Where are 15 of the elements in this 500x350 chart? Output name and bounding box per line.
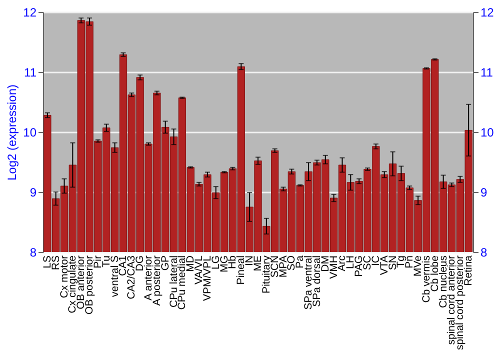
y-tick-label: 8 xyxy=(30,246,37,260)
y2-tick-label: 12 xyxy=(480,6,494,20)
y2-tick-label: 11 xyxy=(480,66,494,80)
y2-tick-label: 9 xyxy=(480,186,488,200)
x-tick-label: RS xyxy=(50,256,62,270)
y-axis-title: Log2 (expression) xyxy=(5,84,20,181)
y-tick-label: 12 xyxy=(23,6,37,20)
x-tick-label: Retina xyxy=(462,255,475,286)
y-tick-label: 10 xyxy=(23,126,37,140)
y-tick-label: 11 xyxy=(24,66,37,80)
y2-tick-label: 8 xyxy=(480,246,488,260)
y2-tick-label: 10 xyxy=(480,126,494,140)
x-tick-label: Tg xyxy=(395,255,408,268)
y-tick-label: 9 xyxy=(30,186,37,200)
x-tick-label: A posterior xyxy=(150,255,163,306)
